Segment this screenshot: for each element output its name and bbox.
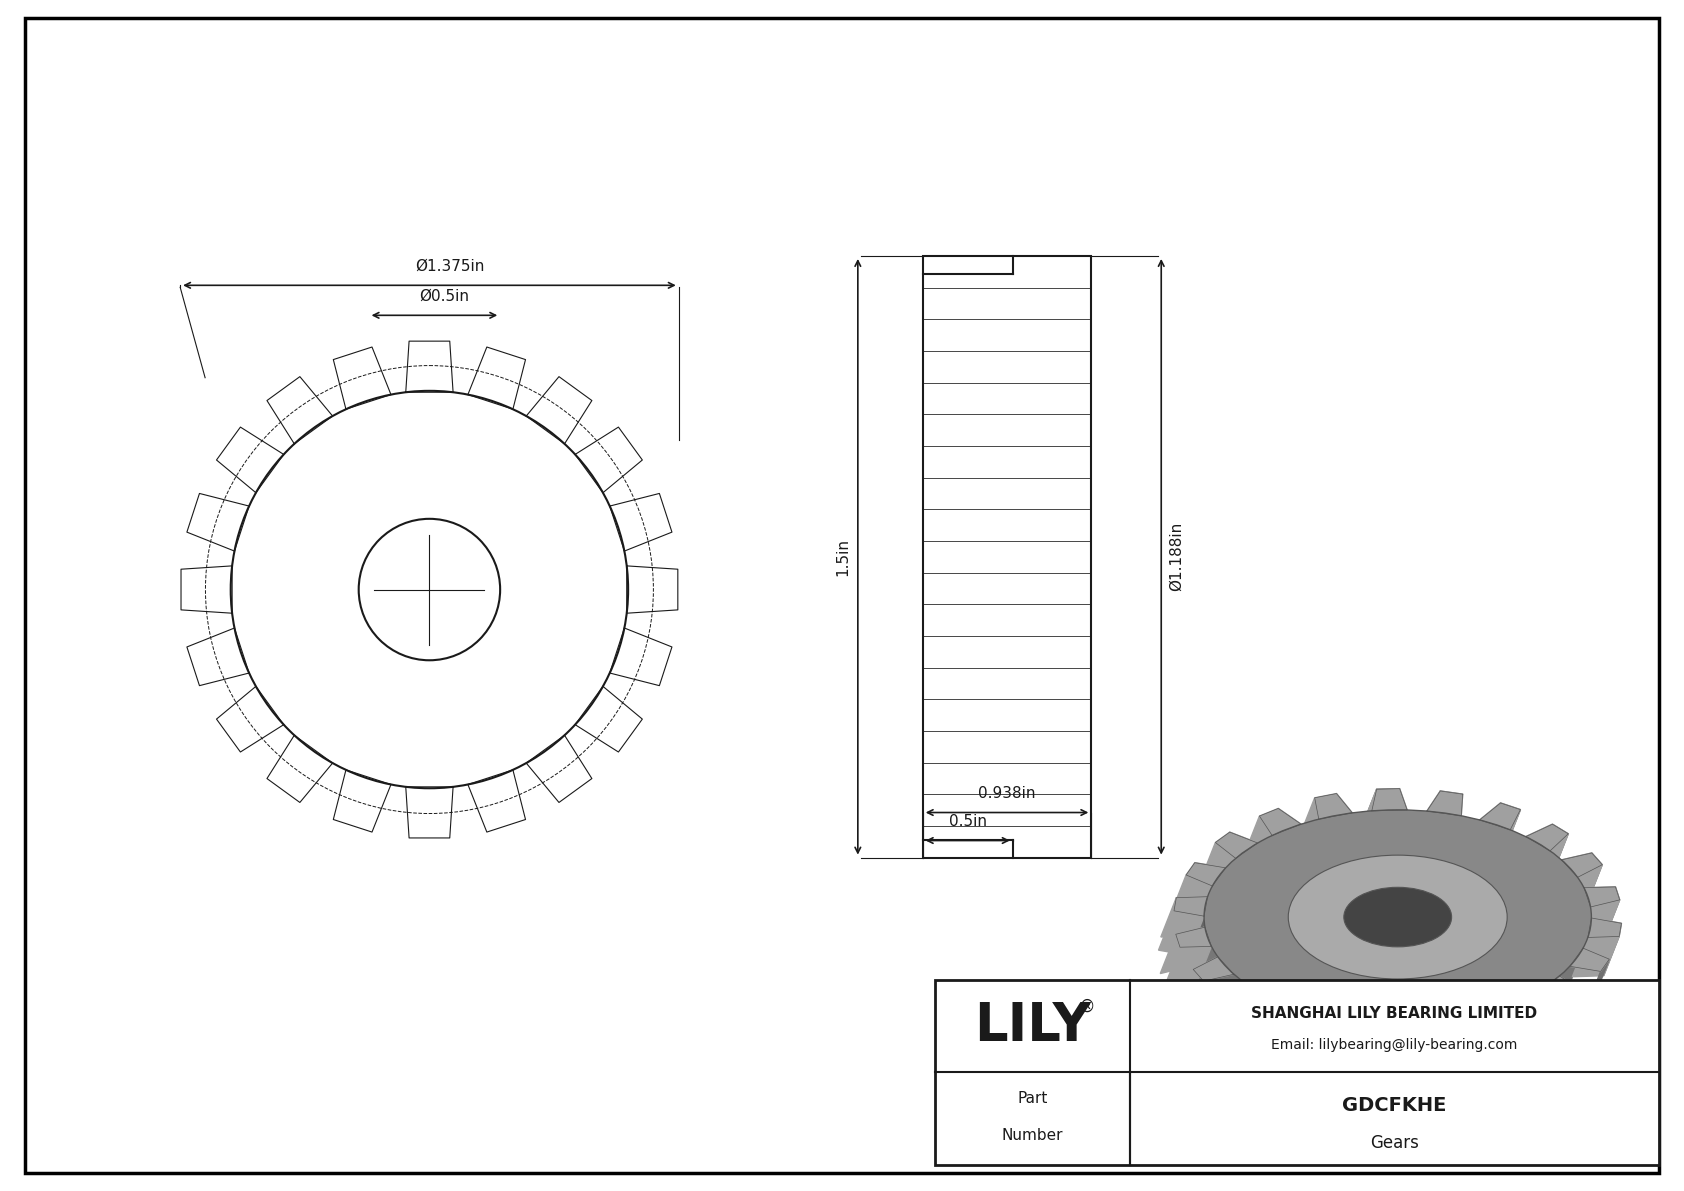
Polygon shape bbox=[1576, 918, 1622, 962]
Text: Part: Part bbox=[1017, 1091, 1047, 1105]
Polygon shape bbox=[1298, 798, 1319, 859]
Polygon shape bbox=[1502, 1018, 1536, 1065]
Polygon shape bbox=[1317, 1040, 1356, 1083]
Ellipse shape bbox=[1204, 810, 1591, 1024]
Polygon shape bbox=[1426, 791, 1463, 816]
Polygon shape bbox=[1576, 853, 1601, 904]
Polygon shape bbox=[1569, 948, 1610, 972]
Polygon shape bbox=[1244, 816, 1271, 874]
Text: 0.5in: 0.5in bbox=[948, 813, 987, 829]
Polygon shape bbox=[1585, 959, 1610, 1011]
Polygon shape bbox=[1546, 853, 1591, 899]
Text: GDCFKHE: GDCFKHE bbox=[1342, 1096, 1447, 1115]
Polygon shape bbox=[1495, 810, 1521, 869]
Polygon shape bbox=[1216, 833, 1258, 859]
Text: Gears: Gears bbox=[1371, 1134, 1420, 1152]
Polygon shape bbox=[1381, 1045, 1420, 1085]
Polygon shape bbox=[1537, 975, 1580, 1002]
Bar bbox=[935, 980, 1659, 1165]
Polygon shape bbox=[1447, 794, 1463, 855]
Polygon shape bbox=[1165, 947, 1211, 986]
Polygon shape bbox=[1372, 788, 1408, 811]
Polygon shape bbox=[1201, 842, 1236, 898]
Polygon shape bbox=[1194, 956, 1234, 981]
Polygon shape bbox=[1332, 1018, 1369, 1043]
Polygon shape bbox=[1600, 887, 1620, 940]
Polygon shape bbox=[1263, 809, 1302, 863]
Ellipse shape bbox=[1189, 849, 1576, 1064]
Polygon shape bbox=[1494, 999, 1536, 1025]
Polygon shape bbox=[1356, 790, 1376, 850]
Text: 0.938in: 0.938in bbox=[978, 786, 1036, 800]
Polygon shape bbox=[1174, 897, 1207, 916]
Polygon shape bbox=[1160, 897, 1207, 937]
Polygon shape bbox=[1568, 887, 1615, 927]
Polygon shape bbox=[1443, 1015, 1480, 1041]
Polygon shape bbox=[1186, 862, 1226, 886]
Polygon shape bbox=[1575, 900, 1620, 947]
Text: 1.5in: 1.5in bbox=[835, 538, 850, 575]
Ellipse shape bbox=[1334, 929, 1431, 984]
Polygon shape bbox=[1463, 803, 1500, 859]
Polygon shape bbox=[1159, 911, 1204, 955]
Polygon shape bbox=[1480, 803, 1521, 830]
Polygon shape bbox=[1179, 862, 1226, 908]
Text: LILY: LILY bbox=[973, 1000, 1091, 1053]
Polygon shape bbox=[1228, 984, 1270, 1010]
Polygon shape bbox=[1170, 875, 1212, 925]
Bar bbox=[923, 256, 1091, 858]
Polygon shape bbox=[1443, 1036, 1480, 1080]
Polygon shape bbox=[1388, 1023, 1423, 1046]
Polygon shape bbox=[1573, 936, 1618, 977]
Polygon shape bbox=[1534, 834, 1568, 890]
Text: Ø1.375in: Ø1.375in bbox=[414, 258, 483, 273]
Polygon shape bbox=[1160, 927, 1206, 973]
Polygon shape bbox=[1551, 992, 1580, 1041]
Polygon shape bbox=[1585, 887, 1620, 908]
Polygon shape bbox=[1411, 791, 1440, 850]
Text: ®: ® bbox=[1079, 997, 1096, 1016]
Polygon shape bbox=[1603, 923, 1622, 975]
Ellipse shape bbox=[1344, 887, 1452, 947]
Text: Number: Number bbox=[1002, 1128, 1063, 1142]
Polygon shape bbox=[1537, 824, 1568, 873]
Polygon shape bbox=[1425, 791, 1463, 834]
Text: Email: lilybearing@lily-bearing.com: Email: lilybearing@lily-bearing.com bbox=[1271, 1037, 1517, 1052]
Polygon shape bbox=[1315, 793, 1352, 819]
Polygon shape bbox=[1384, 788, 1408, 849]
Text: Ø1.188in: Ø1.188in bbox=[1169, 522, 1184, 592]
Polygon shape bbox=[1526, 824, 1568, 850]
Ellipse shape bbox=[1288, 855, 1507, 979]
Text: Ø0.5in: Ø0.5in bbox=[419, 288, 470, 304]
Polygon shape bbox=[1320, 793, 1352, 853]
Polygon shape bbox=[1511, 824, 1553, 875]
Polygon shape bbox=[1563, 865, 1601, 917]
Polygon shape bbox=[1175, 927, 1211, 947]
Polygon shape bbox=[1361, 788, 1399, 829]
Polygon shape bbox=[1561, 853, 1601, 878]
Text: SHANGHAI LILY BEARING LIMITED: SHANGHAI LILY BEARING LIMITED bbox=[1251, 1006, 1537, 1021]
Polygon shape bbox=[1214, 833, 1258, 883]
Polygon shape bbox=[1588, 918, 1622, 937]
Polygon shape bbox=[1260, 809, 1302, 835]
Polygon shape bbox=[1191, 934, 1590, 1064]
Polygon shape bbox=[1275, 1004, 1315, 1031]
Polygon shape bbox=[1485, 803, 1521, 849]
